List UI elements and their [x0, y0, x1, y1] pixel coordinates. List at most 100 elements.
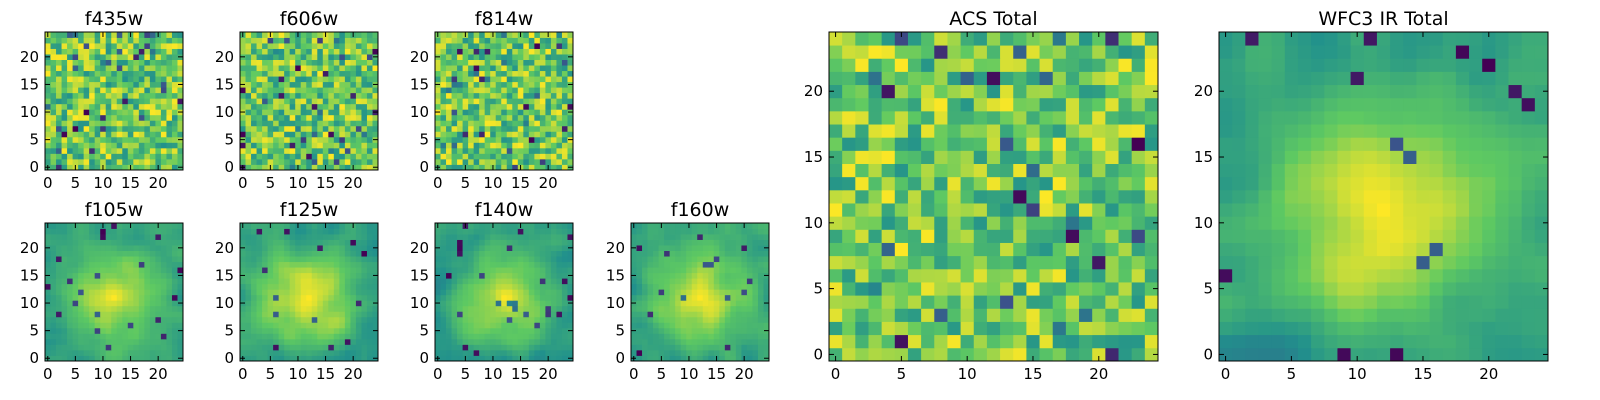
heatmap-cell	[561, 349, 568, 356]
heatmap-cell	[89, 272, 96, 279]
heatmap-cell	[361, 92, 368, 99]
heatmap-cell	[446, 256, 452, 263]
heatmap-cell	[344, 70, 351, 77]
heatmap-cell	[89, 305, 96, 312]
heatmap-cell	[160, 234, 167, 240]
heatmap-cell	[855, 216, 869, 230]
heatmap-cell	[67, 103, 73, 110]
heatmap-cell	[72, 278, 79, 285]
heatmap-cell	[642, 289, 648, 296]
heatmap-cell	[561, 228, 568, 235]
heatmap-cell	[479, 87, 486, 94]
heatmap-cell	[144, 322, 151, 329]
heatmap-cell	[735, 355, 742, 362]
heatmap-cell	[262, 289, 268, 296]
heatmap-cell	[105, 54, 112, 60]
heatmap-cell	[451, 142, 458, 149]
heatmap-cell	[144, 267, 151, 274]
heatmap-cell	[339, 131, 346, 138]
heatmap-cell	[317, 136, 324, 143]
heatmap-cell	[56, 267, 62, 274]
heatmap-cell	[451, 322, 458, 329]
heatmap-cell	[355, 65, 362, 72]
heatmap-cell	[344, 283, 351, 290]
heatmap-cell	[144, 338, 151, 345]
heatmap-cell	[78, 114, 85, 121]
heatmap-cell	[311, 261, 318, 268]
heatmap-cell	[708, 289, 715, 296]
heatmap-cell	[78, 164, 85, 171]
heatmap-cell	[311, 87, 318, 94]
heatmap-cell	[350, 333, 357, 340]
heatmap-cell	[300, 54, 307, 60]
heatmap-cell	[545, 153, 552, 160]
x-tick-label: 20	[539, 365, 558, 383]
heatmap-cell	[512, 59, 519, 66]
heatmap-cell	[89, 54, 96, 60]
heatmap-cell	[100, 256, 107, 263]
heatmap-cell	[664, 228, 671, 235]
heatmap-cell	[479, 32, 486, 38]
heatmap-cell	[691, 305, 698, 312]
heatmap-cell	[653, 322, 659, 329]
panel-title: f125w	[280, 199, 339, 221]
heatmap-cell	[295, 311, 302, 318]
heatmap-cell	[468, 278, 475, 285]
heatmap-cell	[105, 333, 112, 340]
heatmap-cell	[133, 70, 140, 77]
heatmap-cell	[730, 239, 737, 246]
heatmap-cell	[333, 294, 340, 301]
heatmap-cell	[653, 283, 659, 290]
heatmap-cell	[647, 267, 654, 274]
heatmap-cell	[708, 294, 715, 301]
heatmap-cell	[741, 294, 748, 301]
heatmap-cell	[127, 283, 134, 290]
heatmap-cell	[94, 158, 101, 165]
heatmap-cell	[462, 87, 469, 94]
heatmap-cell	[473, 256, 480, 263]
heatmap-cell	[317, 98, 324, 105]
heatmap-cell	[317, 234, 324, 240]
heatmap-cell	[273, 333, 280, 340]
heatmap-cell	[675, 333, 682, 340]
heatmap-cell	[934, 163, 948, 178]
heatmap-cell	[457, 48, 463, 55]
heatmap-cell	[273, 349, 280, 356]
heatmap-cell	[284, 239, 291, 246]
heatmap-cell	[339, 87, 346, 94]
heatmap-cell	[545, 147, 552, 154]
heatmap-cell	[89, 114, 96, 121]
heatmap-cell	[528, 37, 535, 44]
heatmap-cell	[111, 92, 118, 99]
heatmap-cell	[730, 327, 737, 334]
heatmap-cell	[550, 76, 557, 83]
heatmap-cell	[484, 54, 491, 60]
heatmap-cell	[702, 294, 709, 301]
heatmap-cell	[484, 98, 491, 105]
heatmap-cell	[350, 239, 357, 246]
heatmap-cell	[675, 239, 682, 246]
heatmap-cell	[713, 239, 720, 246]
heatmap-cell	[741, 267, 748, 274]
heatmap-cell	[934, 295, 948, 309]
heatmap-cell	[138, 300, 145, 307]
heatmap-cell	[333, 109, 340, 116]
heatmap-cell	[273, 239, 280, 246]
heatmap-cell	[111, 294, 118, 301]
heatmap-cell	[240, 65, 246, 72]
heatmap-cell	[490, 311, 497, 318]
heatmap-cell	[339, 322, 346, 329]
heatmap-cell	[133, 76, 140, 83]
heatmap-cell	[556, 283, 563, 290]
heatmap-cell	[50, 131, 57, 138]
heatmap-cell	[763, 311, 770, 318]
heatmap-cell	[501, 261, 508, 268]
heatmap-cell	[763, 316, 770, 323]
heatmap-cell	[278, 344, 285, 351]
heatmap-cell	[973, 163, 988, 178]
heatmap-cell	[479, 92, 486, 99]
heatmap-cell	[907, 203, 922, 217]
heatmap-cell	[484, 109, 491, 116]
heatmap-cell	[506, 294, 513, 301]
heatmap-cell	[67, 147, 73, 154]
